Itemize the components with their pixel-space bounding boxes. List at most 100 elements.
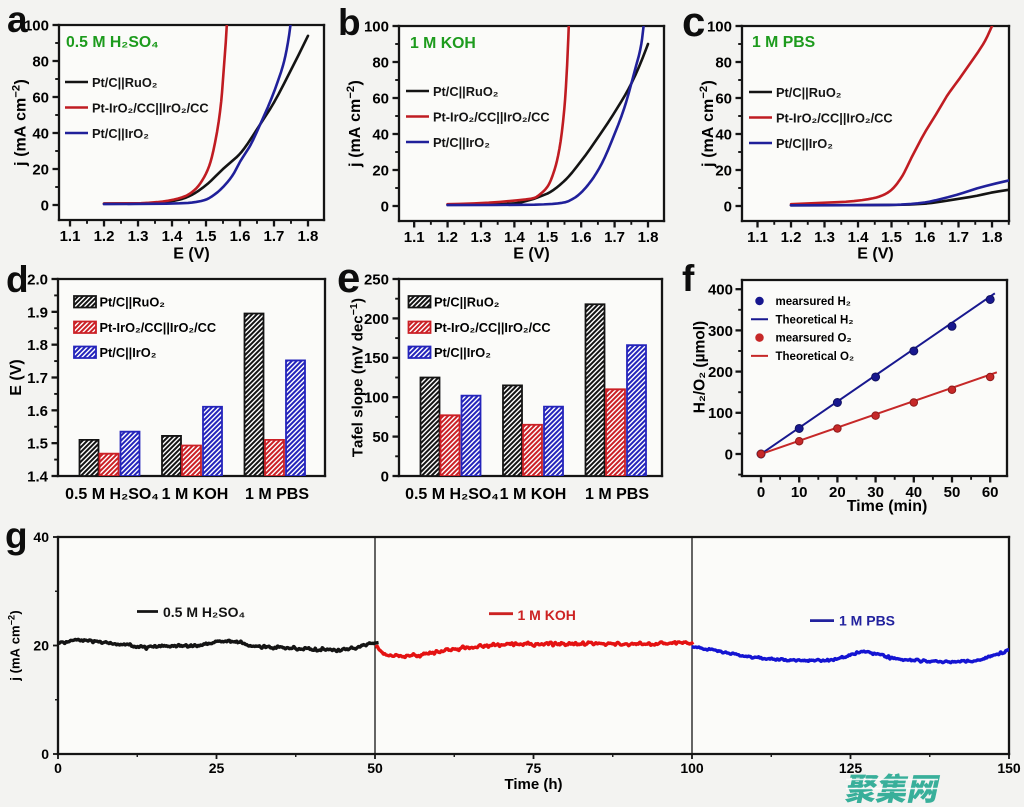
svg-text:60: 60 — [715, 90, 732, 107]
svg-text:1.5: 1.5 — [27, 436, 48, 453]
svg-text:1 M PBS: 1 M PBS — [245, 486, 309, 503]
svg-text:1 M KOH: 1 M KOH — [500, 486, 567, 503]
svg-text:Pt/C||IrO₂: Pt/C||IrO₂ — [433, 135, 490, 150]
svg-text:1.8: 1.8 — [982, 229, 1003, 246]
svg-text:a: a — [7, 0, 28, 40]
svg-text:0.5 M H₂SO₄: 0.5 M H₂SO₄ — [66, 34, 159, 51]
svg-text:Pt/C||RuO₂: Pt/C||RuO₂ — [100, 295, 166, 310]
svg-text:1.1: 1.1 — [404, 229, 425, 246]
svg-text:0.5 M H₂SO₄: 0.5 M H₂SO₄ — [405, 486, 499, 503]
svg-text:1 M PBS: 1 M PBS — [585, 486, 649, 503]
svg-text:100: 100 — [364, 390, 389, 407]
svg-text:Pt/C||RuO₂: Pt/C||RuO₂ — [433, 84, 499, 99]
svg-text:j ( m A c: j ( m A c m ) − 2 — [694, 76, 717, 168]
svg-text:60: 60 — [372, 90, 389, 107]
svg-text:0: 0 — [41, 197, 49, 214]
svg-text:75: 75 — [526, 760, 542, 776]
svg-text:1.6: 1.6 — [571, 229, 592, 246]
svg-text:0: 0 — [41, 746, 49, 762]
svg-text:H₂/O₂ (µmol): H₂/O₂ (µmol) — [692, 321, 709, 413]
svg-text:150: 150 — [364, 350, 389, 367]
svg-text:40: 40 — [33, 529, 49, 545]
svg-text:1.7: 1.7 — [948, 229, 969, 246]
svg-text:E (V): E (V) — [857, 246, 893, 263]
svg-text:f: f — [682, 258, 695, 299]
svg-text:60: 60 — [982, 484, 999, 501]
svg-text:1.2: 1.2 — [94, 228, 115, 245]
svg-text:20: 20 — [829, 484, 846, 501]
svg-text:20: 20 — [372, 162, 389, 179]
svg-text:1 M KOH: 1 M KOH — [162, 486, 229, 503]
svg-text:j ( m A c: j ( m A c m ) − 2 — [341, 76, 364, 168]
svg-text:Time (min): Time (min) — [847, 498, 928, 515]
svg-text:e: e — [337, 254, 360, 301]
svg-text:0.5 M H₂SO₄: 0.5 M H₂SO₄ — [65, 486, 159, 503]
svg-text:30: 30 — [867, 484, 884, 501]
svg-text:mearsured O₂: mearsured O₂ — [776, 333, 852, 345]
svg-text:Pt-IrO₂/CC||IrO₂/CC: Pt-IrO₂/CC||IrO₂/CC — [433, 110, 550, 125]
svg-text:1 M PBS: 1 M PBS — [752, 34, 815, 51]
svg-text:Theoretical O₂: Theoretical O₂ — [776, 351, 855, 363]
svg-text:40: 40 — [32, 125, 49, 142]
svg-text:1.3: 1.3 — [471, 229, 492, 246]
svg-text:1.6: 1.6 — [915, 229, 936, 246]
svg-text:250: 250 — [364, 271, 389, 288]
svg-text:b: b — [338, 2, 361, 43]
svg-text:125: 125 — [839, 760, 863, 776]
svg-text:50: 50 — [944, 484, 961, 501]
svg-text:40: 40 — [372, 126, 389, 143]
svg-text:1.7: 1.7 — [27, 370, 48, 387]
svg-text:40: 40 — [905, 484, 922, 501]
svg-text:E (V): E (V) — [513, 246, 549, 263]
svg-text:100: 100 — [680, 760, 704, 776]
svg-text:1.9: 1.9 — [27, 304, 48, 321]
svg-text:80: 80 — [32, 53, 49, 70]
svg-text:50: 50 — [372, 429, 389, 446]
svg-text:1.5: 1.5 — [196, 228, 217, 245]
svg-text:20: 20 — [33, 638, 49, 654]
svg-text:j ( m A c: j ( m A c m ) − 2 — [2, 606, 24, 682]
svg-text:1.8: 1.8 — [638, 229, 659, 246]
svg-text:10: 10 — [791, 484, 808, 501]
svg-text:1.7: 1.7 — [264, 228, 285, 245]
svg-text:Pt/C||IrO₂: Pt/C||IrO₂ — [92, 126, 149, 141]
svg-text:0: 0 — [54, 760, 62, 776]
svg-text:100: 100 — [708, 405, 733, 422]
svg-text:Pt/C||IrO₂: Pt/C||IrO₂ — [100, 345, 157, 360]
svg-text:40: 40 — [715, 126, 732, 143]
svg-text:1.3: 1.3 — [128, 228, 149, 245]
svg-text:80: 80 — [715, 54, 732, 71]
svg-text:Pt-IrO₂/CC||IrO₂/CC: Pt-IrO₂/CC||IrO₂/CC — [100, 320, 217, 335]
svg-text:50: 50 — [367, 760, 383, 776]
svg-text:300: 300 — [708, 323, 733, 340]
svg-text:1 M KOH: 1 M KOH — [410, 35, 476, 52]
svg-text:0.5 M H₂SO₄: 0.5 M H₂SO₄ — [163, 604, 245, 620]
svg-text:100: 100 — [24, 17, 49, 34]
svg-text:1.5: 1.5 — [881, 229, 902, 246]
svg-text:1.8: 1.8 — [27, 337, 48, 354]
svg-text:0: 0 — [724, 198, 732, 215]
svg-text:400: 400 — [708, 282, 733, 299]
svg-text:1.5: 1.5 — [537, 229, 558, 246]
svg-text:1.4: 1.4 — [504, 229, 526, 246]
svg-text:1.6: 1.6 — [230, 228, 251, 245]
svg-text:1.4: 1.4 — [848, 229, 870, 246]
svg-text:E (V): E (V) — [8, 359, 25, 395]
svg-text:1.4: 1.4 — [162, 228, 184, 245]
svg-text:0: 0 — [381, 468, 389, 485]
svg-text:1 M KOH: 1 M KOH — [518, 607, 576, 623]
svg-text:200: 200 — [364, 311, 389, 328]
svg-text:1.4: 1.4 — [27, 468, 49, 485]
svg-text:c: c — [682, 0, 705, 45]
svg-text:1.3: 1.3 — [814, 229, 835, 246]
svg-text:200: 200 — [708, 364, 733, 381]
svg-text:1.6: 1.6 — [27, 403, 48, 420]
svg-text:1.1: 1.1 — [60, 228, 81, 245]
svg-text:Pt-IrO₂/CC||IrO₂/CC: Pt-IrO₂/CC||IrO₂/CC — [92, 101, 209, 116]
svg-text:Pt/C||IrO₂: Pt/C||IrO₂ — [776, 136, 833, 151]
svg-text:Pt/C||IrO₂: Pt/C||IrO₂ — [434, 345, 491, 360]
svg-text:1.8: 1.8 — [298, 228, 319, 245]
svg-text:g: g — [5, 515, 28, 556]
svg-text:Pt/C||RuO₂: Pt/C||RuO₂ — [776, 85, 842, 100]
svg-text:Pt-IrO₂/CC||IrO₂/CC: Pt-IrO₂/CC||IrO₂/CC — [434, 320, 551, 335]
